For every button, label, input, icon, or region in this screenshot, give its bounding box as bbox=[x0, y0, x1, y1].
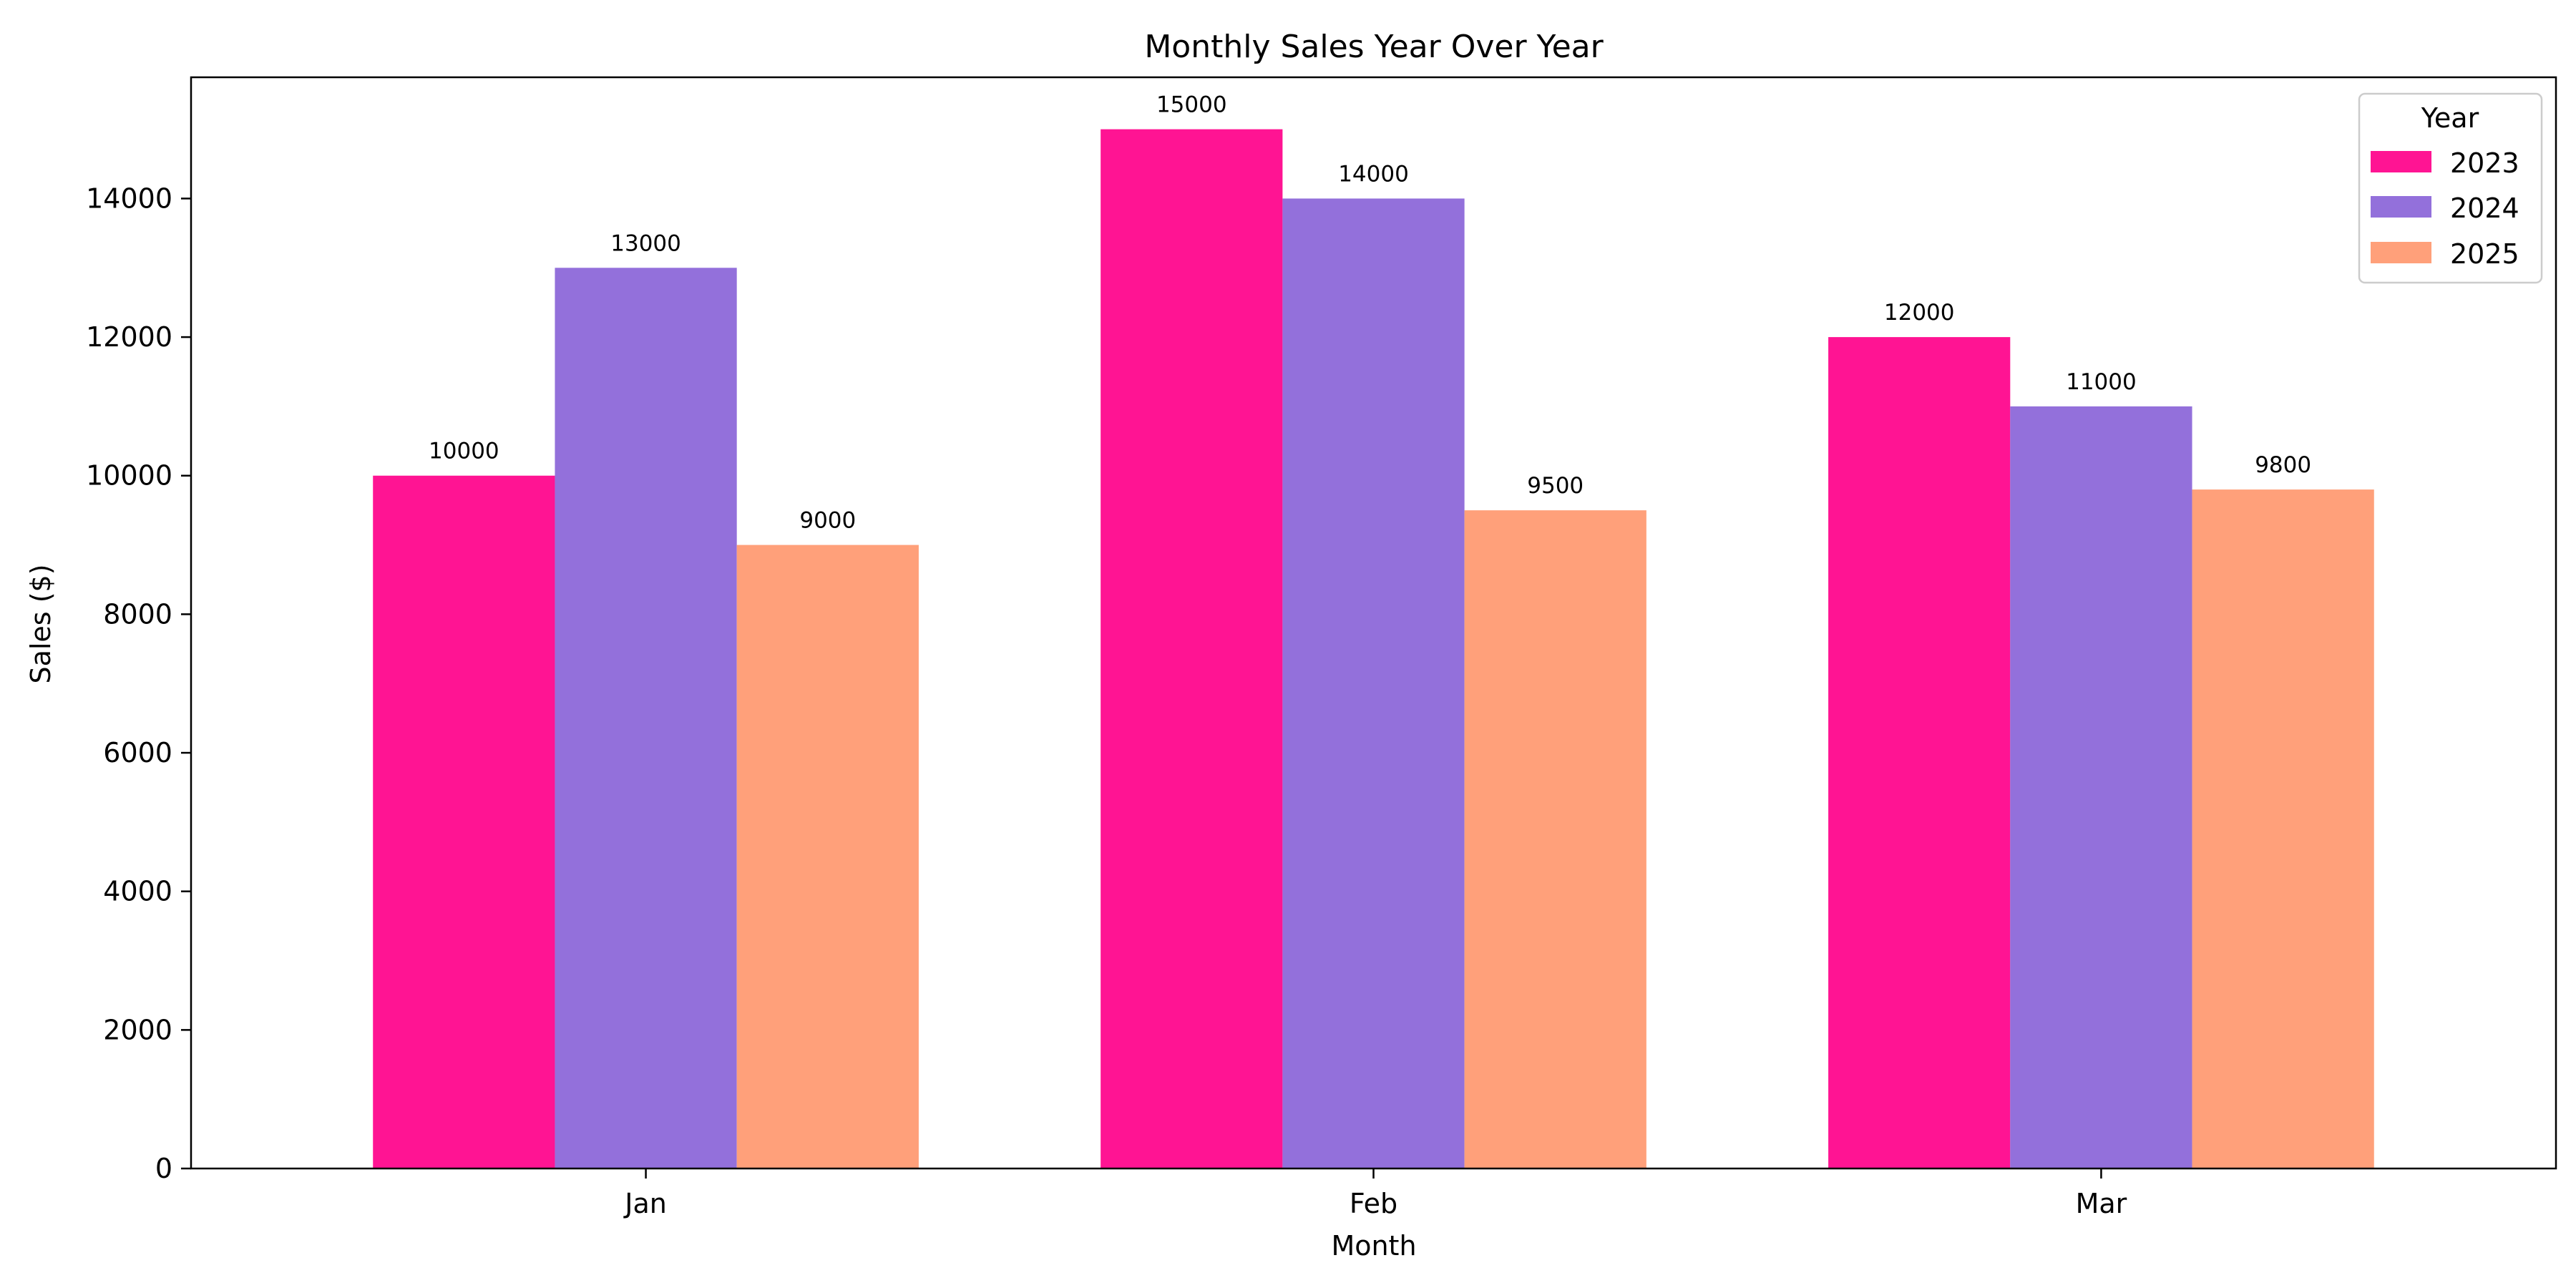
y-tick-label: 10000 bbox=[86, 460, 172, 492]
data-labels-layer: 10000 15000 12000 13000 14000 11000 9000 9500 98… bbox=[429, 92, 2311, 534]
bar-2025-feb bbox=[1464, 510, 1646, 1169]
y-tick-label: 2000 bbox=[103, 1014, 172, 1045]
data-label-2023-mar: 12000 bbox=[1884, 300, 1955, 326]
bar-2023-jan bbox=[373, 475, 555, 1169]
data-label-2025-jan: 9000 bbox=[799, 508, 856, 534]
y-tick-label: 12000 bbox=[86, 321, 172, 353]
data-label-2024-feb: 14000 bbox=[1338, 161, 1409, 187]
x-tick-label: Feb bbox=[1350, 1188, 1397, 1219]
data-label-2025-feb: 9500 bbox=[1527, 473, 1584, 499]
x-tick-label: Mar bbox=[2076, 1188, 2127, 1219]
legend-frame bbox=[2358, 92, 2543, 284]
data-label-2025-mar: 9800 bbox=[2255, 452, 2311, 478]
x-tick-label: Jan bbox=[623, 1188, 667, 1219]
bars-layer bbox=[373, 129, 2374, 1169]
data-label-2024-mar: 11000 bbox=[2066, 369, 2137, 395]
legend-label-2024: 2024 bbox=[2450, 192, 2519, 224]
legend-title: Year bbox=[2421, 102, 2479, 134]
bar-2023-feb bbox=[1101, 129, 1283, 1169]
axes-layer: 0 2000 4000 6000 8000 10000 12000 14000 Jan Feb Ma… bbox=[86, 76, 2557, 1219]
legend-swatch-2024 bbox=[2371, 196, 2431, 218]
bar-2023-mar bbox=[1828, 337, 2011, 1169]
bar-2024-jan bbox=[555, 268, 737, 1169]
legend-label-2023: 2023 bbox=[2450, 147, 2519, 179]
y-axis-label: Sales ($) bbox=[25, 564, 57, 683]
y-tick-label: 8000 bbox=[103, 598, 172, 630]
y-tick-label: 6000 bbox=[103, 737, 172, 769]
legend-label-2025: 2025 bbox=[2450, 238, 2519, 270]
y-tick-label: 4000 bbox=[103, 876, 172, 907]
y-tick-label: 14000 bbox=[86, 182, 172, 214]
legend-swatch-2023 bbox=[2371, 151, 2431, 172]
bar-2025-jan bbox=[736, 545, 919, 1169]
legend-swatch-2025 bbox=[2371, 242, 2431, 263]
y-tick-label: 0 bbox=[155, 1153, 172, 1184]
bar-2024-mar bbox=[2010, 406, 2192, 1169]
bar-2025-mar bbox=[2192, 489, 2374, 1169]
x-axis-label: Month bbox=[1331, 1230, 1416, 1262]
data-label-2023-jan: 10000 bbox=[429, 439, 499, 464]
data-label-2023-feb: 15000 bbox=[1156, 92, 1227, 118]
legend: Year 2023 2024 2025 bbox=[2358, 92, 2543, 284]
data-label-2024-jan: 13000 bbox=[610, 230, 681, 256]
bar-2024-feb bbox=[1282, 198, 1465, 1169]
chart-title: Monthly Sales Year Over Year bbox=[1144, 29, 1604, 65]
